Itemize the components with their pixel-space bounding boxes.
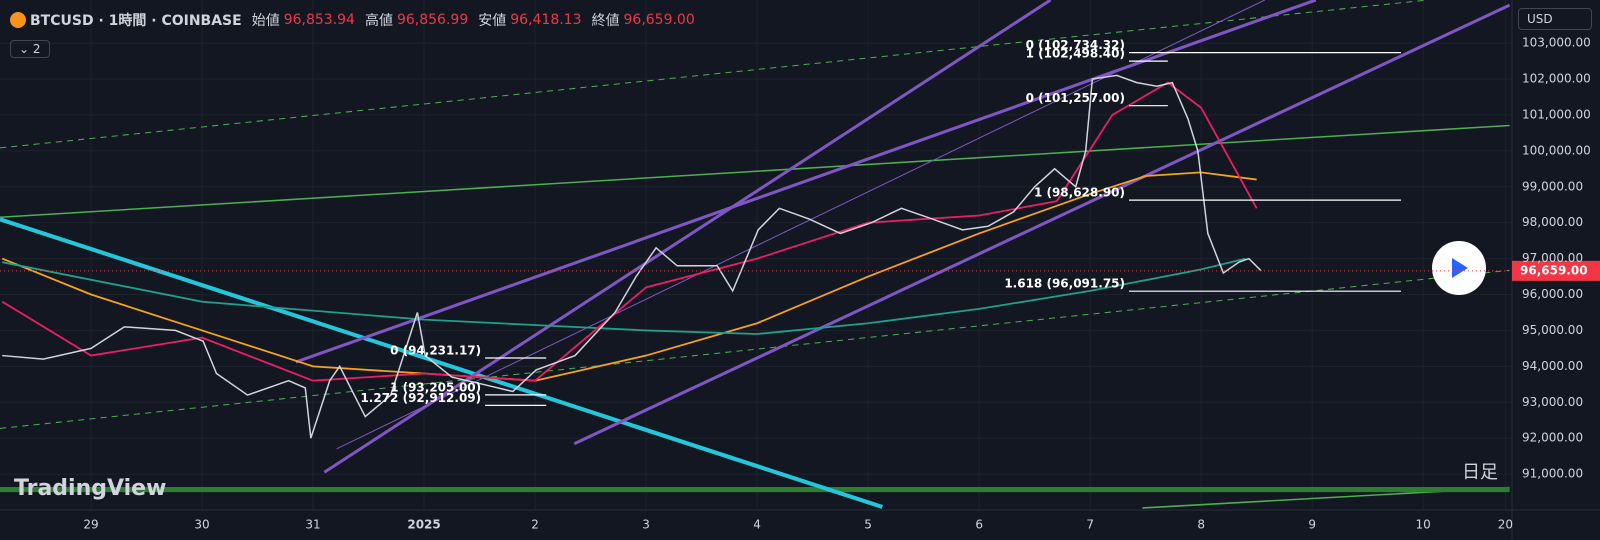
moving-average bbox=[1, 171, 1257, 382]
y-tick-label: 100,000.00 bbox=[1522, 143, 1591, 157]
low: 96,418.13 bbox=[510, 12, 582, 28]
x-tick-label: 7 bbox=[1086, 518, 1094, 532]
trend-line bbox=[0, 217, 883, 509]
y-tick-label: 103,000.00 bbox=[1522, 36, 1591, 50]
fib-label: 0 (94,231.17) bbox=[390, 344, 481, 358]
x-tick-label: 20 bbox=[1498, 518, 1513, 532]
data-layer: 0 (102,734.32)1 (102,498.40) 0 (101,257.0… bbox=[0, 38, 1600, 439]
play-icon[interactable] bbox=[1452, 258, 1468, 278]
last-price-box bbox=[1512, 260, 1600, 281]
trend-line bbox=[0, 124, 1510, 219]
y-tick-label: 95,000.00 bbox=[1522, 323, 1583, 337]
moving-average bbox=[1, 81, 1258, 382]
trend-line bbox=[0, 0, 1429, 149]
close: 96,659.00 bbox=[623, 12, 695, 28]
high-label: 高値 bbox=[364, 13, 393, 29]
x-tick-label: 30 bbox=[194, 518, 209, 532]
high: 96,856.99 bbox=[396, 12, 469, 28]
y-tick-label: 96,000.00 bbox=[1522, 287, 1583, 301]
fib-label: 0 (102,734.32) bbox=[1026, 38, 1125, 52]
fib-label: 1 (102,498.40) bbox=[1026, 47, 1125, 61]
x-tick-label: 29 bbox=[83, 518, 98, 532]
x-tick-label: 2025 bbox=[407, 518, 440, 532]
y-tick-label: 93,000.00 bbox=[1522, 395, 1583, 409]
low-label: 安値 bbox=[478, 13, 507, 29]
header: BTCUSD · 1時間 · COINBASE 始値 96,853.94 高値 96… bbox=[10, 10, 701, 30]
x-tick-label: 4 bbox=[753, 518, 761, 532]
fib-label: 1 (98,628.90) bbox=[1034, 186, 1125, 200]
fib-label: 0 (101,257.00) bbox=[1026, 91, 1125, 105]
fib-label: 1.618 (96,091.75) bbox=[1004, 277, 1125, 291]
x-tick-label: 8 bbox=[1197, 518, 1205, 532]
channel-line bbox=[295, 0, 1317, 364]
x-tick-label: 3 bbox=[642, 518, 650, 532]
channel-line bbox=[323, 0, 1052, 474]
y-tick-label: 101,000.00 bbox=[1522, 107, 1591, 121]
logo[interactable]: TradingView bbox=[14, 476, 167, 501]
channel-line bbox=[336, 0, 1266, 450]
timeframe: 日足 bbox=[1462, 462, 1498, 483]
open: 96,853.94 bbox=[283, 12, 355, 28]
x-tick-label: 6 bbox=[975, 518, 983, 532]
y-tick-label: 92,000.00 bbox=[1522, 431, 1583, 445]
fib-label: 1.272 (92,912.09) bbox=[360, 391, 481, 405]
moving-average bbox=[2, 257, 1246, 335]
y-tick-label: 102,000.00 bbox=[1522, 72, 1591, 86]
x-tick-label: 10 bbox=[1416, 518, 1431, 532]
x-tick-label: 5 bbox=[864, 518, 872, 532]
symbol[interactable]: BTCUSD · 1時間 · COINBASE bbox=[30, 13, 242, 29]
y-tick-label: 98,000.00 bbox=[1522, 215, 1583, 229]
indicator-count: 2 bbox=[32, 42, 41, 56]
x-tick-label: 2 bbox=[531, 518, 539, 532]
y-tick-label: 99,000.00 bbox=[1522, 179, 1583, 193]
last-price-label: 96,659.00 bbox=[1520, 263, 1588, 277]
y-tick-label: 91,000.00 bbox=[1522, 467, 1583, 481]
channel-line bbox=[573, 3, 1511, 446]
drawings bbox=[0, 0, 1511, 509]
indicator-toggle[interactable]: ⌄ 2 bbox=[10, 40, 50, 58]
x-tick-label: 9 bbox=[1308, 518, 1316, 532]
coin-icon bbox=[10, 12, 26, 28]
price-line bbox=[2, 74, 1262, 439]
close-label: 終値 bbox=[591, 13, 620, 29]
x-tick-label: 31 bbox=[305, 518, 320, 532]
grid bbox=[0, 0, 1512, 510]
y-tick-label: 94,000.00 bbox=[1522, 359, 1583, 373]
y-tick-label: 97,000.00 bbox=[1522, 251, 1583, 265]
open-label: 始値 bbox=[251, 13, 280, 29]
fib-label: 1 (93,205.00) bbox=[390, 380, 481, 394]
currency-button[interactable]: USD bbox=[1518, 8, 1592, 30]
